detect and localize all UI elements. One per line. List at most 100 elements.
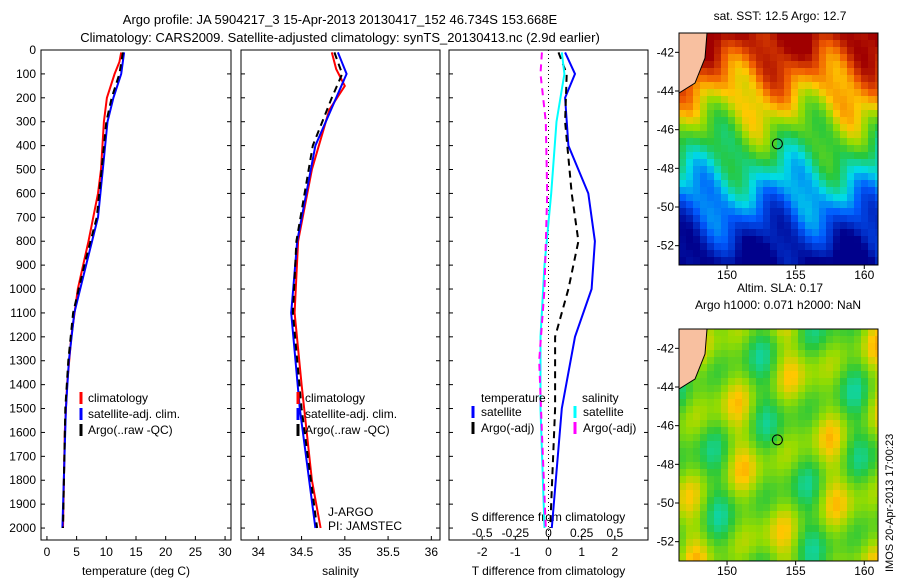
map-cell [784, 250, 791, 257]
map-cell [854, 61, 861, 68]
map-cell [791, 539, 798, 546]
map-cell [686, 504, 693, 511]
map-cell [854, 504, 861, 511]
map-cell [826, 215, 833, 222]
map-cell [868, 413, 875, 420]
map-cell [693, 110, 700, 117]
lat-tick-label: -46 [657, 123, 675, 137]
map-cell [875, 420, 878, 427]
map-cell [875, 518, 878, 525]
map-cell [798, 180, 805, 187]
map-cell [812, 406, 819, 413]
axes-frame [240, 49, 441, 541]
lat-tick-label: -52 [657, 239, 675, 253]
map-cell [749, 61, 756, 68]
map-cell [868, 553, 875, 560]
map-cell [749, 392, 756, 399]
map-cell [812, 518, 819, 525]
map-cell [812, 33, 819, 40]
map-cell [721, 525, 728, 532]
map-cell [728, 152, 735, 159]
map-cell [777, 392, 784, 399]
map-cell [798, 236, 805, 243]
map-cell [679, 553, 686, 560]
map-cell [854, 173, 861, 180]
map-cell [805, 187, 812, 194]
map-cell [819, 54, 826, 61]
map-cell [707, 364, 714, 371]
map-cell [868, 117, 875, 124]
map-cell [700, 173, 707, 180]
map-cell [679, 497, 686, 504]
map-cell [756, 553, 763, 560]
map-cell [791, 194, 798, 201]
map-cell [777, 413, 784, 420]
map-cell [714, 497, 721, 504]
map-cell [749, 336, 756, 343]
map-cell [840, 511, 847, 518]
map-cell [777, 145, 784, 152]
map-cell [812, 152, 819, 159]
map-cell [798, 229, 805, 236]
map-cell [714, 89, 721, 96]
map-cell [840, 448, 847, 455]
map-cell [777, 497, 784, 504]
map-cell [784, 532, 791, 539]
map-cell [763, 483, 770, 490]
map-cell [840, 427, 847, 434]
map-cell [875, 490, 878, 497]
map-cell [756, 343, 763, 350]
map-cell [707, 103, 714, 110]
map-cell [798, 469, 805, 476]
map-cell [679, 103, 686, 110]
map-cell [749, 124, 756, 131]
map-cell [770, 257, 777, 264]
map-cell [686, 166, 693, 173]
map-cell [728, 448, 735, 455]
map-cell [847, 159, 854, 166]
map-cell [847, 173, 854, 180]
map-cell [756, 427, 763, 434]
x-axis-label: temperature (deg C) [82, 564, 190, 578]
legend-label: climatology [88, 391, 148, 405]
map-cell [826, 455, 833, 462]
map-cell [847, 152, 854, 159]
y-tick-label: 1100 [10, 306, 36, 320]
map-cell [868, 54, 875, 61]
map-cell [749, 33, 756, 40]
map-cell [721, 222, 728, 229]
map-cell [763, 229, 770, 236]
map-cell [826, 504, 833, 511]
map-cell [679, 222, 686, 229]
map-cell [707, 215, 714, 222]
map-cell [861, 110, 868, 117]
map-cell [714, 434, 721, 441]
map-cell [742, 33, 749, 40]
map-cell [875, 152, 878, 159]
map-cell [833, 68, 840, 75]
y-tick-label: 2000 [9, 521, 36, 535]
map-cell [686, 250, 693, 257]
map-cell [861, 187, 868, 194]
map-cell [728, 476, 735, 483]
map-cell [826, 483, 833, 490]
map-cell [840, 483, 847, 490]
map-cell [714, 406, 721, 413]
map-cell [693, 138, 700, 145]
map-cell [749, 68, 756, 75]
map-cell [861, 243, 868, 250]
map-cell [840, 124, 847, 131]
map-cell [707, 187, 714, 194]
map-cell [742, 61, 749, 68]
map-cell [777, 40, 784, 47]
map-cell [868, 399, 875, 406]
map-cell [875, 392, 878, 399]
map-cell [735, 350, 742, 357]
map-cell [854, 166, 861, 173]
map-cell [840, 399, 847, 406]
map-cell [805, 222, 812, 229]
map-cell [700, 497, 707, 504]
map-cell [756, 532, 763, 539]
map-cell [805, 89, 812, 96]
